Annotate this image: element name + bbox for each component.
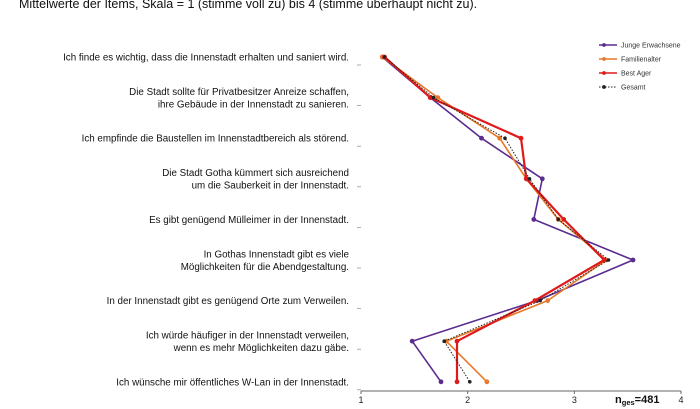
item-label: In Gothas Innenstadt gibt es viele xyxy=(204,249,350,260)
legend-marker xyxy=(602,43,606,47)
item-label: Möglichkeiten für die Abendgestaltung. xyxy=(181,262,349,273)
data-point xyxy=(538,298,542,303)
data-point xyxy=(545,298,551,303)
x-tick-label: 3 xyxy=(572,395,577,405)
item-label: Die Stadt sollte für Privatbesitzer Anre… xyxy=(129,87,349,98)
item-label: Ich empfinde die Baustellen im Innenstad… xyxy=(82,134,349,145)
data-point xyxy=(518,135,524,141)
legend-marker xyxy=(602,85,606,89)
item-label: Es gibt genügend Mülleimer in der Innens… xyxy=(149,215,349,226)
data-point xyxy=(484,379,490,385)
legend-marker xyxy=(602,71,606,75)
x-axis: 1 2 3 4 xyxy=(357,64,684,405)
data-point xyxy=(523,176,529,182)
chart-heading: Mittelwerte der Items, Skala = 1 (stimme… xyxy=(19,0,477,11)
data-point xyxy=(497,135,503,141)
data-point xyxy=(438,379,444,385)
data-point xyxy=(539,176,545,182)
data-point xyxy=(409,338,415,344)
data-point xyxy=(468,380,472,384)
item-label: um die Sauberkeit in der Innenstadt. xyxy=(192,181,349,192)
series-lines xyxy=(379,54,636,385)
data-point xyxy=(442,339,447,344)
sample-size-prefix: n xyxy=(615,394,622,406)
data-point xyxy=(531,217,537,222)
data-point xyxy=(527,177,532,181)
data-point xyxy=(630,257,636,263)
series-line xyxy=(381,56,608,383)
data-point xyxy=(454,379,460,385)
data-point xyxy=(561,217,567,222)
sample-size: nges=481 xyxy=(615,394,659,407)
series-line xyxy=(381,56,634,383)
data-point xyxy=(601,257,607,263)
item-labels: Ich finde es wichtig, dass die Innenstad… xyxy=(63,53,349,389)
item-label: wenn es mehr Möglichkeiten dazu gäbe. xyxy=(173,343,349,354)
series-line xyxy=(384,56,609,383)
x-tick-label: 1 xyxy=(358,395,363,405)
data-point xyxy=(479,135,484,141)
sample-size-subscript: ges xyxy=(622,398,635,407)
legend-label: Junge Erwachsene xyxy=(621,43,681,50)
x-tick-label: 2 xyxy=(465,395,470,405)
legend: Junge Erwachsene Familienalter Best Ager Ge… xyxy=(599,43,681,92)
legend-label: Best Ager xyxy=(621,71,652,78)
legend-label: Gesamt xyxy=(621,85,646,92)
item-label: Ich würde häufiger in der Innenstadt ver… xyxy=(146,330,349,341)
item-label: In der Innenstadt gibt es genügend Orte … xyxy=(107,296,349,307)
item-label: Ich finde es wichtig, dass die Innenstad… xyxy=(63,53,349,64)
data-point xyxy=(431,95,436,100)
data-point xyxy=(503,136,507,140)
sample-size-value: =481 xyxy=(635,394,660,406)
data-point xyxy=(382,55,387,59)
series-line xyxy=(383,56,606,382)
x-tick-label: 4 xyxy=(678,395,683,405)
legend-label: Familienalter xyxy=(621,57,662,64)
data-point xyxy=(606,258,611,262)
item-label: Ich wünsche mir öffentliches W-Lan in de… xyxy=(116,377,349,388)
data-point xyxy=(556,217,561,222)
legend-marker xyxy=(602,57,606,61)
item-label: ihre Gebäude in der Innenstadt zu sanier… xyxy=(158,99,349,110)
item-label: Die Stadt Gotha kümmert sich ausreichend xyxy=(162,168,349,179)
data-point xyxy=(454,338,460,344)
